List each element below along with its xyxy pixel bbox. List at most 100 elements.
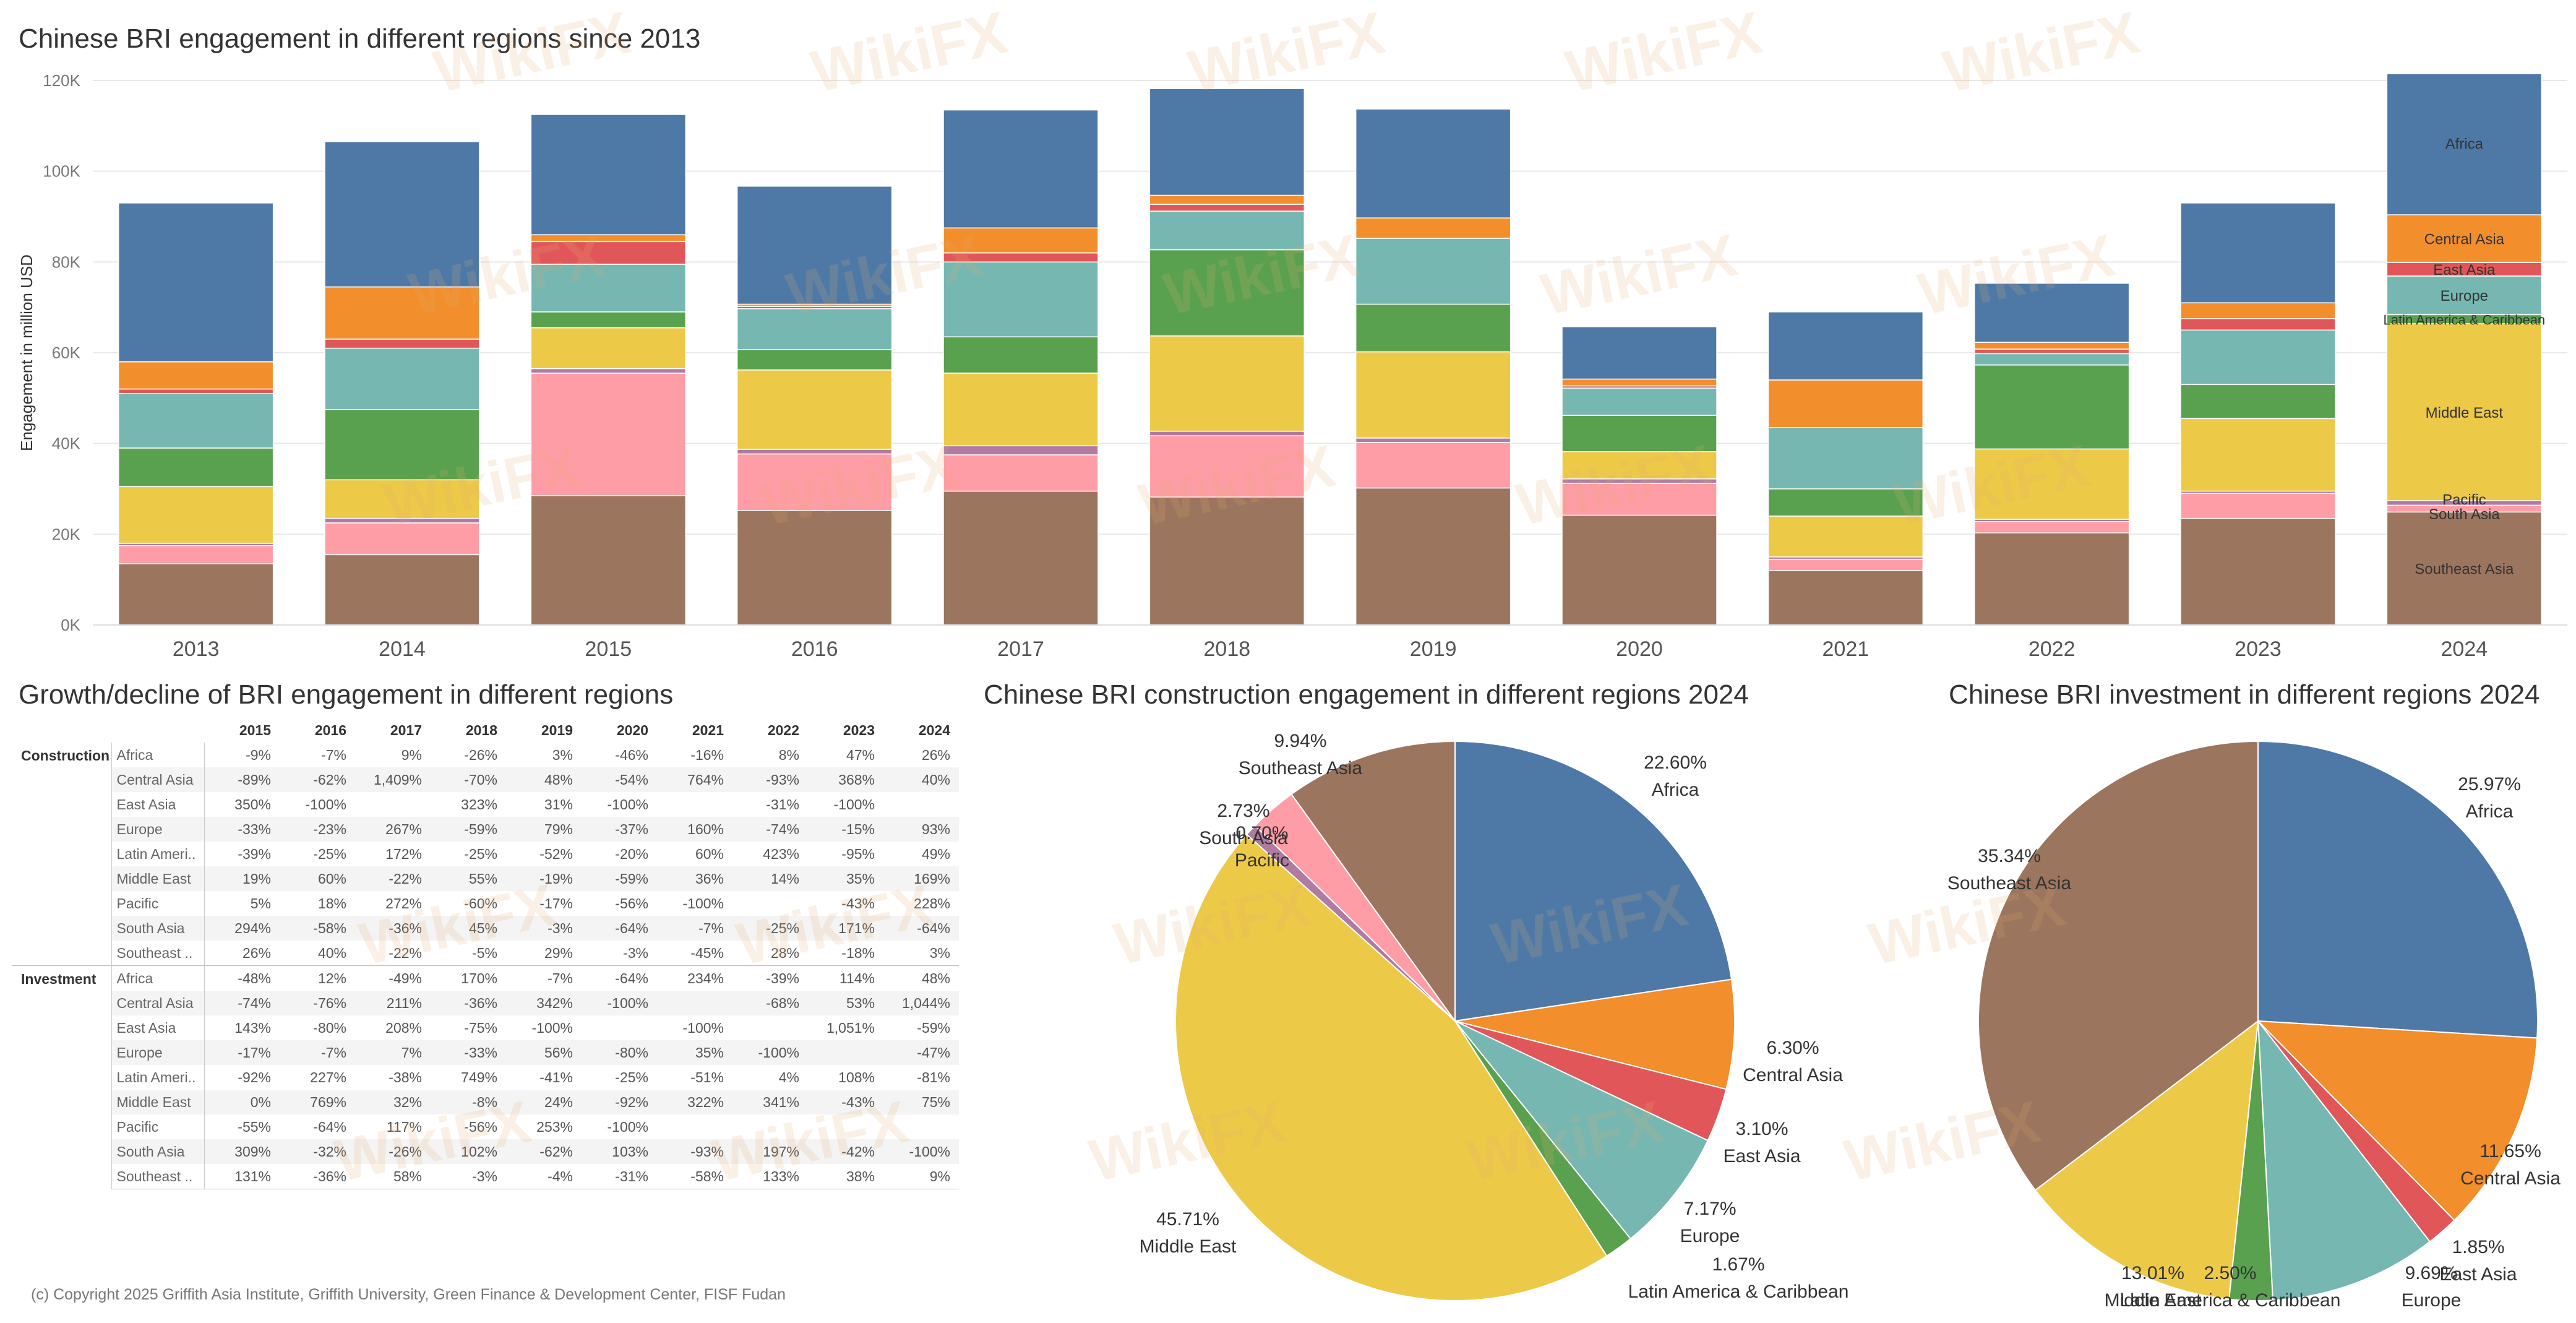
table-cell: 49%: [921, 845, 950, 862]
table-cell: -36%: [431, 991, 506, 1015]
table-region-label: Europe: [111, 1040, 205, 1065]
table-cell: 368%: [808, 767, 883, 792]
pie-region-label-pacific: Pacific: [1235, 850, 1289, 871]
bar-segment-pacific-2020: [1561, 478, 1717, 484]
table-cell: [883, 1114, 959, 1139]
pie-region-label-east-asia: East Asia: [2439, 1264, 2517, 1285]
table-cell: -60%: [464, 895, 497, 911]
bar-segment-africa-2019: [1355, 108, 1511, 218]
pie-percent-label-europe: 9.69%: [2405, 1263, 2457, 1283]
table-row: South Asia 294% -58% -36% 45% -3% -64% -7% -25% 1…: [12, 916, 959, 941]
table-cell: -100%: [607, 796, 648, 812]
table-cell: 60%: [695, 845, 724, 862]
bar-segment-south-asia-2022: [1973, 521, 2130, 533]
table-row: East Asia 143% -80% 208% -75% -100% -100% 1,051…: [12, 1015, 959, 1040]
table-cell: 79%: [506, 817, 582, 842]
table-cell: -36%: [280, 1164, 355, 1189]
table-cell: -59%: [431, 817, 506, 842]
bar-segment-south-asia-2021: [1767, 558, 1924, 571]
table-row: East Asia 350% -100% 323% 31% -100% -31% -100%: [12, 792, 959, 817]
pie-percent-label-africa: 25.97%: [2458, 774, 2521, 795]
table-cell: -75%: [464, 1019, 497, 1036]
table-cell: -15%: [808, 817, 883, 842]
table-cell: 1,051%: [826, 1019, 875, 1036]
pie-percent-label-southeast-asia: 9.94%: [1274, 731, 1326, 751]
pie-region-label-latin-america-caribbean: Latin America & Caribbean: [1628, 1282, 1849, 1302]
bar-segment-middle-east-2016: [736, 369, 893, 450]
bar-segment-middle-east-2013: [118, 486, 274, 544]
bar-2024-label-africa: Africa: [2445, 136, 2484, 153]
table-group-label: Investment: [12, 965, 112, 1189]
table-cell: -25%: [313, 845, 346, 862]
table-cell: 234%: [657, 965, 732, 991]
table-cell: [732, 1114, 808, 1139]
pie-region-label-middle-east: Middle East: [2105, 1290, 2202, 1311]
table-cell: [657, 1114, 732, 1139]
table-cell: 131%: [204, 1164, 280, 1189]
table-header-year: 2016: [314, 722, 346, 738]
table-cell: -32%: [280, 1139, 355, 1164]
table-row: Southeast .. 26% 40% -22% -5% 29% -3% -45% 28% -1…: [12, 941, 959, 966]
bar-segment-middle-east-2015: [530, 327, 687, 369]
table-cell: 749%: [461, 1069, 497, 1085]
bar-segment-africa-2015: [530, 114, 687, 236]
pie-percent-label-central-asia: 11.65%: [2479, 1141, 2541, 1161]
bar-segment-europe-2020: [1561, 387, 1717, 416]
table-title: Growth/decline of BRI engagement in diff…: [19, 679, 674, 710]
table-cell: -52%: [539, 845, 573, 862]
pie-slice-europe: [2257, 1019, 2431, 1301]
table-cell: -55%: [238, 1118, 271, 1135]
table-cell: 31%: [544, 796, 573, 812]
table-cell: -26%: [464, 746, 497, 763]
bar-segment-south-asia-2017: [943, 454, 1099, 492]
table-cell: -3%: [506, 916, 582, 941]
bar-segment-middle-east-2019: [1355, 351, 1511, 439]
bar-segment-latin-america-caribbean-2019: [1355, 303, 1511, 353]
bar-segment-latin-america-caribbean-2020: [1561, 415, 1717, 452]
table-region-label: Africa: [111, 965, 205, 991]
table-cell: 14%: [732, 866, 808, 891]
table-cell: 102%: [431, 1139, 506, 1164]
pie-slice-europe: [1454, 1020, 1709, 1240]
x-tick-label-2019: 2019: [1410, 637, 1457, 661]
table-cell: -100%: [682, 1019, 724, 1036]
table-cell: -18%: [841, 944, 875, 961]
table-cell: 267%: [355, 817, 431, 842]
table-region-label: Central Asia: [111, 991, 205, 1015]
table-cell: [732, 891, 808, 916]
table-region-label: East Asia: [111, 792, 205, 817]
table-cell: 323%: [461, 796, 497, 812]
table-header-year: 2017: [390, 722, 422, 738]
bar-segment-europe-2024: [2386, 275, 2543, 316]
table-cell: 56%: [506, 1040, 582, 1065]
pie-percent-label-middle-east: 45.71%: [1156, 1209, 1219, 1230]
bar-segment-middle-east-2024: [2386, 323, 2543, 501]
table-cell: -16%: [690, 746, 724, 763]
table-cell: -100%: [305, 796, 346, 812]
table-cell: 208%: [385, 1019, 422, 1036]
pie-region-label-africa: Africa: [2466, 801, 2514, 822]
bar-chart-title: Chinese BRI engagement in different regi…: [19, 24, 701, 54]
bar-2024-label-east-asia: East Asia: [2433, 262, 2496, 278]
pie-percent-label-pacific: 0.70%: [1235, 823, 1288, 843]
pie-percent-label-east-asia: 1.85%: [2452, 1237, 2504, 1257]
bar-segment-middle-east-2021: [1767, 515, 1924, 558]
table-row: Investment Africa -48% 12% -49% 170% -7% -64% 23…: [12, 965, 959, 1189]
table-row: Latin Ameri.. -39% -25% 172% -25% -52% -20% 60%…: [12, 842, 959, 866]
table-cell: -9%: [246, 746, 271, 763]
pie-percent-label-africa: 22.60%: [1644, 752, 1707, 773]
bar-segment-southeast-asia-2016: [736, 510, 893, 626]
bar-segment-pacific-2015: [530, 368, 687, 374]
table-cell: -43%: [808, 1090, 883, 1114]
table-cell: 322%: [657, 1090, 732, 1114]
table-region-label: Latin Ameri..: [111, 842, 205, 866]
table-header-year: 2018: [465, 722, 497, 738]
table-header-row: 2015 2016 2017 2018 2019 2020 2021 2022 2023 2024: [12, 718, 959, 743]
y-tick-label: 120K: [43, 74, 80, 90]
pie-region-label-europe: Europe: [2402, 1290, 2462, 1311]
table-cell: -4%: [506, 1164, 582, 1189]
bar-segment-central-asia-2021: [1767, 379, 1924, 428]
table-cell: -20%: [615, 845, 648, 862]
table-region-label: East Asia: [111, 1015, 205, 1040]
bar-segment-latin-america-caribbean-2023: [2180, 384, 2336, 420]
